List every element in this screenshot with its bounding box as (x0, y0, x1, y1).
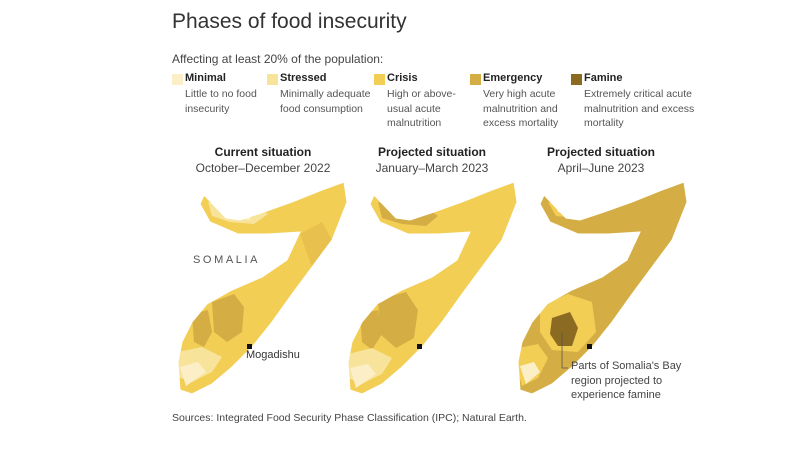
map3-minimal-south (520, 362, 540, 384)
panel2-title: Projected situation (377, 145, 487, 159)
map2-outline (347, 182, 518, 395)
map3-outline (517, 182, 688, 395)
city-label: Mogadishu (246, 349, 300, 361)
panel3-title: Projected situation (546, 145, 656, 159)
famine-annotation: Parts of Somalia's Bay region projected … (571, 360, 682, 401)
legend-swatch-minimal (172, 74, 183, 85)
map1-crisis-east (300, 222, 332, 267)
legend-swatch-stressed (267, 74, 278, 85)
legend-label-crisis: Crisis (387, 72, 418, 84)
legend: Minimal Little to no food insecurity Str… (172, 72, 732, 132)
map2-emergency-bay (378, 292, 418, 348)
panel2-period: January–March 2023 (375, 161, 489, 175)
mogadishu-marker-3 (587, 344, 592, 349)
map1-emergency-west (192, 310, 212, 347)
chart-subtitle: Affecting at least 20% of the population… (172, 52, 384, 66)
panel3-period: April–June 2023 (557, 161, 645, 175)
source-note: Sources: Integrated Food Security Phase … (172, 412, 527, 424)
legend-swatch-emergency (470, 74, 481, 85)
legend-label-stressed: Stressed (280, 72, 327, 84)
map1-outline (177, 182, 348, 395)
chart-title: Phases of food insecurity (172, 10, 407, 33)
map2-minimal-south (350, 364, 376, 388)
panel1-title: Current situation (214, 145, 312, 159)
map-current (177, 182, 348, 395)
map-apr-jun (517, 182, 688, 395)
mogadishu-marker (247, 344, 252, 349)
country-label: SOMALIA (193, 254, 261, 266)
map1-emergency-bay (212, 294, 244, 342)
legend-label-minimal: Minimal (185, 72, 226, 84)
panel1-period: October–December 2022 (195, 161, 331, 175)
map2-emergency-west (360, 310, 382, 350)
legend-desc-crisis: High or above-usual acute malnutrition (387, 88, 456, 129)
mogadishu-marker-2 (417, 344, 422, 349)
legend-label-famine: Famine (584, 72, 623, 84)
map1-minimal-south (180, 362, 206, 386)
legend-desc-minimal: Little to no food insecurity (185, 88, 257, 115)
annotation-leader-line (561, 332, 568, 369)
map3-famine-bay (550, 312, 578, 346)
map-jan-mar (347, 182, 518, 395)
legend-swatch-crisis (374, 74, 385, 85)
legend-swatch-famine (571, 74, 582, 85)
legend-label-emergency: Emergency (483, 72, 543, 84)
legend-desc-famine: Extremely critical acute malnutrition an… (584, 88, 695, 129)
legend-desc-emergency: Very high acute malnutrition and excess … (483, 88, 559, 129)
legend-desc-stressed: Minimally adequate food consumption (280, 88, 371, 115)
